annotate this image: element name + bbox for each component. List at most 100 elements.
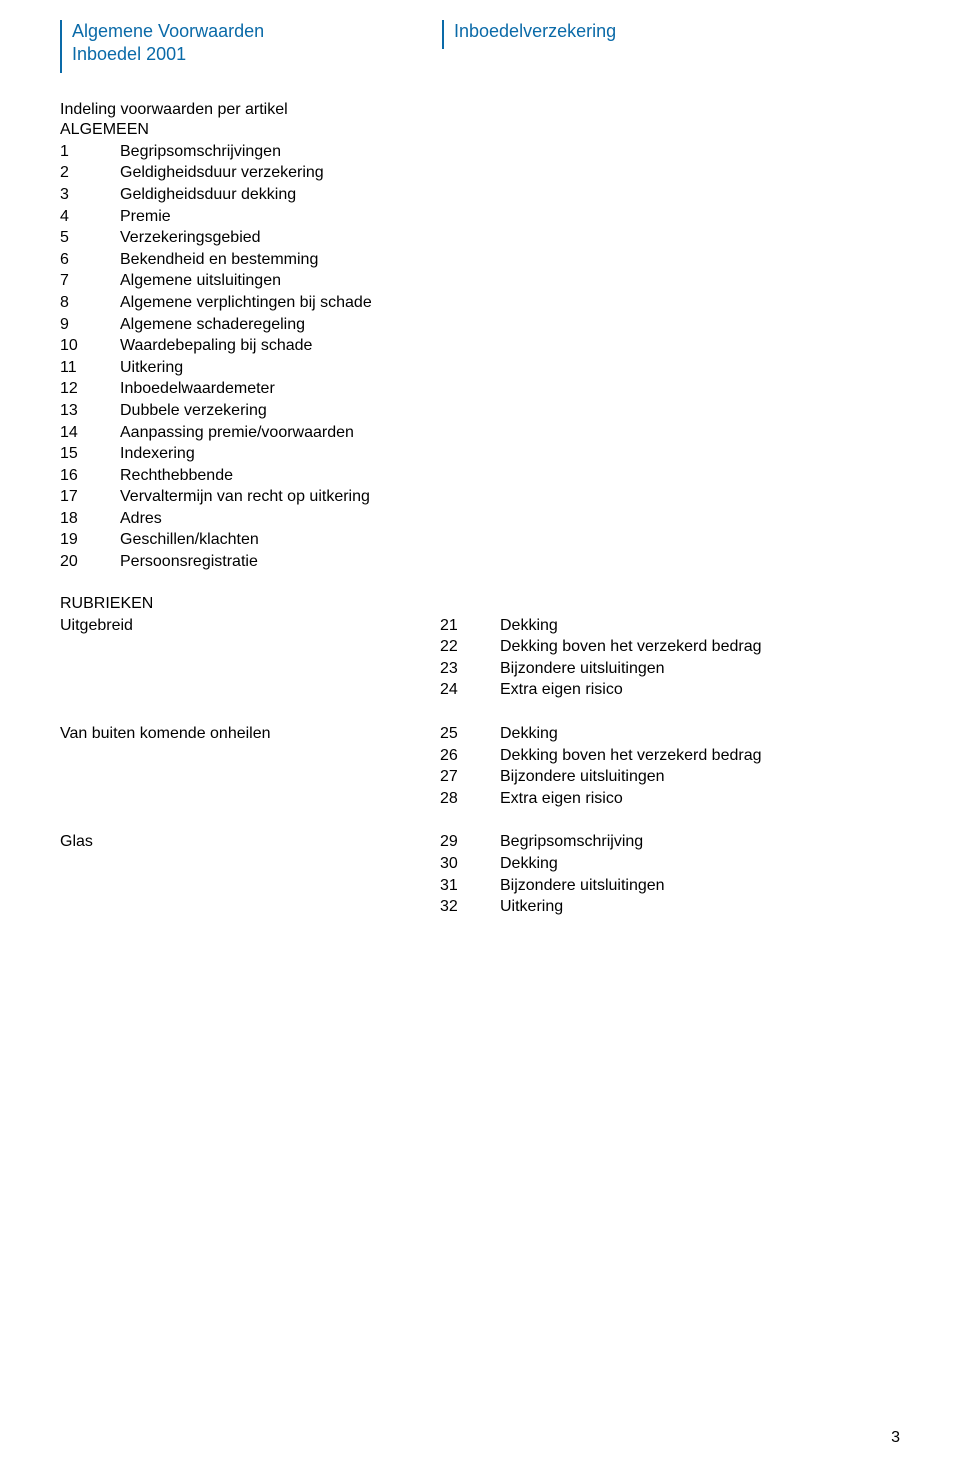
rubriek-label: [60, 896, 440, 918]
rubriek-number: 31: [440, 875, 500, 897]
toc-number: 1: [60, 141, 120, 163]
toc-label: Geldigheidsduur dekking: [120, 184, 900, 206]
page-number: 3: [891, 1429, 900, 1447]
toc-number: 6: [60, 249, 120, 271]
rubriek-label: [60, 766, 440, 788]
toc-number: 13: [60, 400, 120, 422]
rubriek-item-label: Bijzondere uitsluitingen: [500, 766, 900, 788]
toc-number: 14: [60, 422, 120, 444]
toc-label: Bekendheid en bestemming: [120, 249, 900, 271]
toc-row: 9Algemene schaderegeling: [60, 314, 900, 336]
rubriek-item-label: Dekking: [500, 853, 900, 875]
rubriek-row: 32Uitkering: [60, 896, 900, 918]
toc-row: 15Indexering: [60, 443, 900, 465]
rubriek-label: [60, 636, 440, 658]
toc-label: Algemene uitsluitingen: [120, 270, 900, 292]
rubriek-label: Van buiten komende onheilen: [60, 723, 440, 745]
toc-number: 5: [60, 227, 120, 249]
toc-row: 19Geschillen/klachten: [60, 529, 900, 551]
toc-row: 20Persoonsregistratie: [60, 551, 900, 573]
rubriek-label: [60, 658, 440, 680]
rubriek-item-label: Bijzondere uitsluitingen: [500, 875, 900, 897]
rubrieken-heading: RUBRIEKEN: [60, 595, 900, 613]
rubriek-group: Glas29Begripsomschrijving30Dekking31Bijz…: [60, 831, 900, 917]
rubriek-item-label: Extra eigen risico: [500, 788, 900, 810]
doc-category: Inboedelverzekering: [454, 20, 616, 43]
toc-number: 7: [60, 270, 120, 292]
toc-row: 5Verzekeringsgebied: [60, 227, 900, 249]
toc-label: Waardebepaling bij schade: [120, 335, 900, 357]
rubriek-item-label: Extra eigen risico: [500, 679, 900, 701]
rubriek-number: 22: [440, 636, 500, 658]
toc-number: 15: [60, 443, 120, 465]
toc-label: Algemene schaderegeling: [120, 314, 900, 336]
rubriek-label: [60, 745, 440, 767]
rubriek-row: 22Dekking boven het verzekerd bedrag: [60, 636, 900, 658]
toc-row: 12Inboedelwaardemeter: [60, 378, 900, 400]
toc-number: 16: [60, 465, 120, 487]
toc-number: 18: [60, 508, 120, 530]
rubriek-item-label: Begripsomschrijving: [500, 831, 900, 853]
toc-label: Uitkering: [120, 357, 900, 379]
toc-label: Rechthebbende: [120, 465, 900, 487]
toc-label: Vervaltermijn van recht op uitkering: [120, 486, 900, 508]
toc-number: 2: [60, 162, 120, 184]
toc-label: Aanpassing premie/voorwaarden: [120, 422, 900, 444]
rubriek-group: Van buiten komende onheilen25Dekking26De…: [60, 723, 900, 809]
toc-row: 4Premie: [60, 206, 900, 228]
rubriek-item-label: Dekking boven het verzekerd bedrag: [500, 636, 900, 658]
rubriek-number: 25: [440, 723, 500, 745]
toc-row: 1Begripsomschrijvingen: [60, 141, 900, 163]
rubriek-item-label: Dekking boven het verzekerd bedrag: [500, 745, 900, 767]
algemeen-heading: ALGEMEEN: [60, 121, 900, 139]
rubriek-row: Glas29Begripsomschrijving: [60, 831, 900, 853]
rubriek-row: Uitgebreid21Dekking: [60, 615, 900, 637]
toc-number: 20: [60, 551, 120, 573]
rubriek-label: Uitgebreid: [60, 615, 440, 637]
rubriek-row: 30Dekking: [60, 853, 900, 875]
rubrieken-groups: Uitgebreid21Dekking22Dekking boven het v…: [60, 615, 900, 918]
toc-number: 19: [60, 529, 120, 551]
rubriek-number: 21: [440, 615, 500, 637]
toc-label: Algemene verplichtingen bij schade: [120, 292, 900, 314]
toc-number: 4: [60, 206, 120, 228]
toc-row: 2Geldigheidsduur verzekering: [60, 162, 900, 184]
rubriek-number: 28: [440, 788, 500, 810]
toc-number: 9: [60, 314, 120, 336]
rubriek-number: 30: [440, 853, 500, 875]
toc-row: 7Algemene uitsluitingen: [60, 270, 900, 292]
rubriek-number: 32: [440, 896, 500, 918]
rubriek-label: Glas: [60, 831, 440, 853]
toc-row: 3Geldigheidsduur dekking: [60, 184, 900, 206]
rubriek-item-label: Uitkering: [500, 896, 900, 918]
rubriek-group: Uitgebreid21Dekking22Dekking boven het v…: [60, 615, 900, 701]
rubriek-item-label: Dekking: [500, 723, 900, 745]
rubriek-row: 23Bijzondere uitsluitingen: [60, 658, 900, 680]
toc-row: 17Vervaltermijn van recht op uitkering: [60, 486, 900, 508]
toc-number: 8: [60, 292, 120, 314]
toc-number: 17: [60, 486, 120, 508]
rubriek-label: [60, 679, 440, 701]
toc-row: 13Dubbele verzekering: [60, 400, 900, 422]
rubrieken-section: RUBRIEKEN Uitgebreid21Dekking22Dekking b…: [60, 595, 900, 918]
algemeen-section: ALGEMEEN 1Begripsomschrijvingen2Geldighe…: [60, 121, 900, 573]
rubriek-row: 27Bijzondere uitsluitingen: [60, 766, 900, 788]
rubriek-row: Van buiten komende onheilen25Dekking: [60, 723, 900, 745]
doc-title-line2: Inboedel 2001: [72, 43, 442, 66]
rubriek-label: [60, 853, 440, 875]
toc-label: Persoonsregistratie: [120, 551, 900, 573]
toc-row: 11Uitkering: [60, 357, 900, 379]
toc-number: 12: [60, 378, 120, 400]
rubriek-number: 23: [440, 658, 500, 680]
rubriek-number: 27: [440, 766, 500, 788]
rubriek-number: 26: [440, 745, 500, 767]
rubriek-row: 24Extra eigen risico: [60, 679, 900, 701]
toc-number: 10: [60, 335, 120, 357]
toc-label: Inboedelwaardemeter: [120, 378, 900, 400]
rubriek-number: 29: [440, 831, 500, 853]
toc-label: Adres: [120, 508, 900, 530]
toc-row: 14Aanpassing premie/voorwaarden: [60, 422, 900, 444]
toc-label: Dubbele verzekering: [120, 400, 900, 422]
toc-number: 11: [60, 357, 120, 379]
toc-number: 3: [60, 184, 120, 206]
